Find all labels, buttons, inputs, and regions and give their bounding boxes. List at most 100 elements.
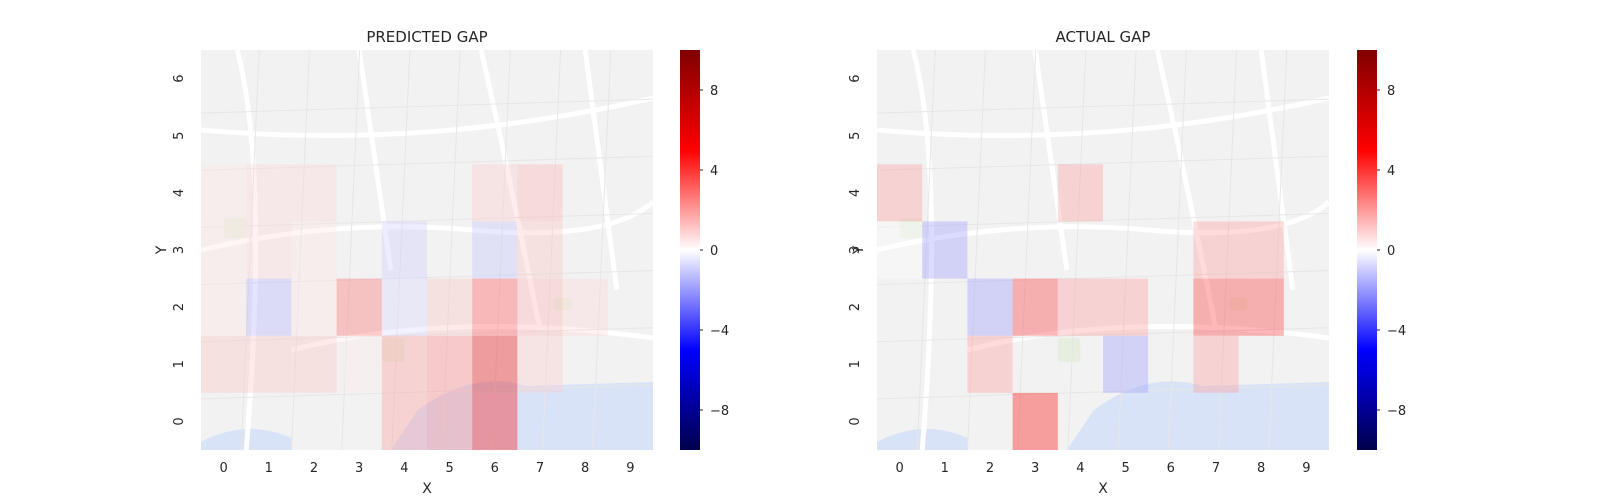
heatmap-cell bbox=[472, 392, 518, 450]
colorbar-tick-label: 4 bbox=[710, 164, 718, 179]
map-park bbox=[1229, 298, 1248, 310]
map-street bbox=[877, 327, 1329, 343]
map-road bbox=[356, 50, 394, 271]
map-street bbox=[1067, 50, 1087, 450]
y-tick-label: 1 bbox=[848, 360, 863, 368]
heatmap-cell bbox=[517, 164, 563, 222]
heatmap-cell bbox=[201, 335, 247, 393]
x-tick-label: 6 bbox=[491, 461, 499, 476]
heatmap-cell bbox=[472, 335, 518, 393]
y-tick-labels: 0 1 2 3 4 5 6 bbox=[172, 74, 187, 425]
x-tick-label: 9 bbox=[1302, 461, 1310, 476]
map-road bbox=[582, 50, 620, 291]
heatmap-cell bbox=[1238, 221, 1284, 279]
map-street bbox=[290, 50, 310, 450]
y-tick-label: 4 bbox=[848, 189, 863, 197]
heatmap-cell bbox=[1103, 278, 1149, 336]
heatmap-cell bbox=[201, 278, 247, 336]
map-street bbox=[1218, 50, 1238, 450]
x-tick-label: 7 bbox=[1212, 461, 1220, 476]
map-street bbox=[877, 98, 1329, 114]
map-street bbox=[491, 50, 511, 450]
heatmap-cell bbox=[291, 164, 337, 222]
x-tick-label: 0 bbox=[219, 461, 227, 476]
colorbar-tick-label: −4 bbox=[1387, 324, 1406, 339]
x-tick-label: 7 bbox=[536, 461, 544, 476]
map-street bbox=[201, 384, 653, 400]
x-tick-label: 1 bbox=[265, 461, 273, 476]
heatmap-cell bbox=[291, 335, 337, 393]
map-road bbox=[201, 200, 653, 253]
x-tick-label: 2 bbox=[310, 461, 318, 476]
heatmap-cell bbox=[381, 278, 427, 336]
y-tick-label: 5 bbox=[848, 132, 863, 140]
map-street bbox=[1117, 50, 1137, 450]
y-axis-label: Y bbox=[851, 245, 867, 255]
y-tick-label: 2 bbox=[848, 303, 863, 311]
x-tick-label: 5 bbox=[1121, 461, 1129, 476]
heatmap-cell bbox=[967, 278, 1013, 336]
colorbar-gradient bbox=[680, 50, 700, 450]
colorbar-tick-label: 4 bbox=[1387, 164, 1395, 179]
x-tick-label: 1 bbox=[941, 461, 949, 476]
map-background bbox=[877, 50, 1329, 450]
heatmap-cell bbox=[472, 164, 518, 222]
x-tick-label: 3 bbox=[355, 461, 363, 476]
map-street bbox=[441, 50, 461, 450]
panel-actual: ACTUAL GAP 0 1 2 3 4 5 6 7 8 9 0 1 2 3 4 5 6 X Y 8 4 0 −4 −… bbox=[848, 28, 1406, 497]
map-park bbox=[899, 218, 923, 238]
y-tick-label: 0 bbox=[848, 417, 863, 425]
map-road bbox=[1032, 50, 1070, 271]
map-street bbox=[877, 270, 1329, 286]
map-street bbox=[201, 98, 653, 114]
heatmap-cell bbox=[381, 335, 427, 393]
colorbar-tick-label: 0 bbox=[1387, 244, 1395, 259]
heatmap-cell bbox=[472, 278, 518, 336]
map-street bbox=[877, 155, 1329, 171]
map-street bbox=[391, 50, 411, 450]
y-tick-label: 0 bbox=[172, 417, 187, 425]
colorbar-gradient bbox=[1357, 50, 1377, 450]
colorbar-tick-label: −8 bbox=[1387, 404, 1406, 419]
heatmap-cell bbox=[517, 335, 563, 393]
map-background bbox=[201, 50, 653, 450]
map-street bbox=[1017, 50, 1037, 450]
map-park bbox=[553, 298, 572, 310]
heatmap-cell bbox=[1193, 278, 1239, 336]
x-tick-label: 6 bbox=[1167, 461, 1175, 476]
x-tick-labels: 0 1 2 3 4 5 6 7 8 9 bbox=[895, 461, 1310, 476]
colorbar-tick-label: −8 bbox=[710, 404, 729, 419]
y-tick-label: 3 bbox=[172, 246, 187, 254]
map-road bbox=[234, 50, 259, 450]
colorbar-tick-label: 8 bbox=[1387, 84, 1395, 99]
map-street bbox=[201, 212, 653, 228]
heatmap-cell bbox=[201, 164, 247, 222]
heatmap-cells bbox=[877, 164, 1284, 450]
heatmap-cell bbox=[291, 278, 337, 336]
y-tick-label: 6 bbox=[172, 74, 187, 82]
colorbar-tick-label: 8 bbox=[710, 84, 718, 99]
map-street bbox=[201, 327, 653, 343]
x-tick-label: 4 bbox=[1076, 461, 1084, 476]
heatmap-cell bbox=[1057, 164, 1103, 222]
heatmap-cell bbox=[246, 164, 292, 222]
y-axis-label: Y bbox=[154, 245, 170, 255]
x-tick-label: 2 bbox=[986, 461, 994, 476]
colorbar-tick-label: 0 bbox=[710, 244, 718, 259]
heatmap-cell bbox=[517, 221, 563, 279]
map-road bbox=[877, 200, 1329, 253]
map-road bbox=[290, 323, 653, 353]
heatmap-cell bbox=[336, 335, 382, 393]
x-tick-label: 8 bbox=[581, 461, 589, 476]
heatmap-cell bbox=[246, 221, 292, 279]
map-park bbox=[223, 218, 247, 238]
map-street bbox=[542, 50, 562, 450]
x-tick-label: 8 bbox=[1257, 461, 1265, 476]
chart-title: ACTUAL GAP bbox=[1056, 28, 1151, 46]
map-street bbox=[201, 270, 653, 286]
heatmap-cell bbox=[1238, 278, 1284, 336]
map-road bbox=[966, 323, 1329, 353]
x-axis-label: X bbox=[1098, 481, 1108, 497]
x-tick-label: 9 bbox=[626, 461, 634, 476]
